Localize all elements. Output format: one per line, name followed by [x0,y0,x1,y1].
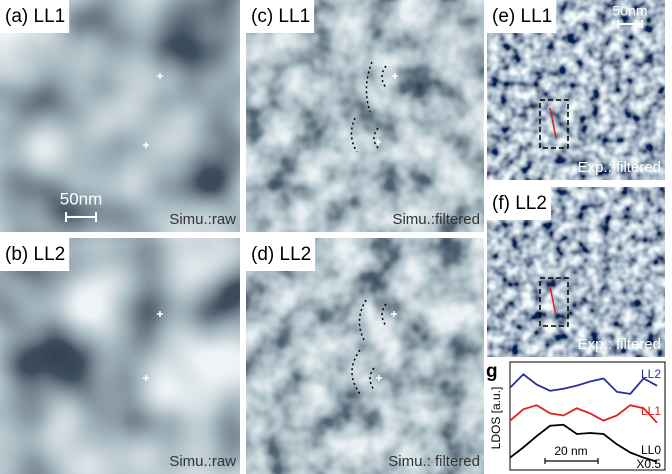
scale-label: 20 nm [554,444,587,458]
series-label: LL1 [641,404,661,418]
panel-label: (d) LL2 [251,244,311,265]
panel-label: (c) LL1 [251,6,310,27]
panel-caption: Simu.: filtered [388,453,480,470]
panel-caption: Exp.: filtered [578,336,661,353]
panel-caption: Exp.: filtered [578,159,661,176]
panel-caption: Simu.:raw [169,211,236,228]
panel-label: (e) LL1 [492,6,552,27]
annotation: X0.5 [636,457,661,471]
panel-d-image [246,238,484,474]
panel-label: g [486,361,498,382]
scale-label: 50nm [60,189,103,208]
panel-c-image [246,0,484,232]
figure: (a) LL1 Simu.:raw (b) LL2 Simu.:raw (c) LL1 S… [0,0,672,474]
series-label: LL2 [641,367,661,381]
scale-label: 50nm [612,3,647,19]
series-label: LL0 [641,443,661,457]
panel-label: (f) LL2 [492,193,547,214]
panel-caption: Simu.:raw [169,453,236,470]
y-axis-label: LDOS [a.u.] [489,387,503,450]
panel-label: (b) LL2 [5,244,65,265]
panel-b-image [0,238,240,474]
panel-a-image [0,0,240,232]
panel-caption: Simu.:filtered [392,211,480,228]
panel-label: (a) LL1 [5,6,65,27]
